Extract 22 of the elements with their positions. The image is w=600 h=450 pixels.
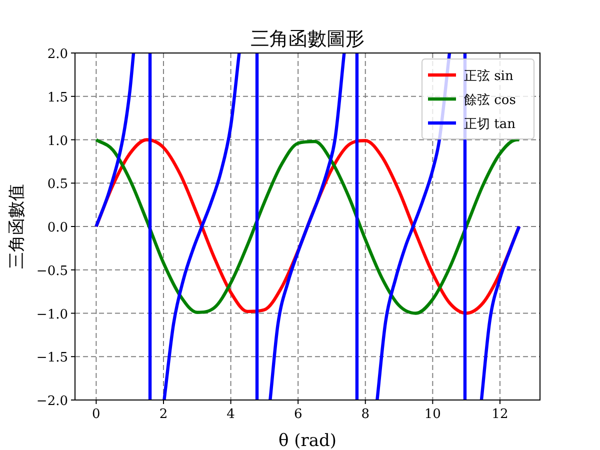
y-tick-label: −1.0 xyxy=(36,307,68,322)
y-tick-label: −0.5 xyxy=(36,264,68,279)
legend-label: 餘弦 cos xyxy=(464,93,516,108)
y-tick-label: −2.0 xyxy=(36,394,68,409)
y-tick-label: 0.5 xyxy=(47,177,68,192)
x-tick-label: 8 xyxy=(361,407,370,422)
chart-title: 三角函數圖形 xyxy=(250,28,364,50)
y-tick-label: −1.5 xyxy=(36,350,68,366)
legend-label: 正切 tan xyxy=(464,117,516,132)
y-tick-label: 1.5 xyxy=(47,90,68,106)
y-tick-label: 1.0 xyxy=(47,134,68,149)
x-tick-label: 4 xyxy=(226,407,235,422)
x-axis-title: θ (rad) xyxy=(278,431,337,450)
x-tick-label: 0 xyxy=(92,407,100,422)
x-tick-label: 6 xyxy=(294,407,302,422)
x-tick-label: 10 xyxy=(424,407,441,422)
y-tick-label: 2.0 xyxy=(47,47,68,62)
x-tick-label: 2 xyxy=(159,407,168,422)
x-tick-label: 12 xyxy=(492,407,508,422)
legend-label: 正弦 sin xyxy=(464,69,514,84)
y-axis-title: 三角函數值 xyxy=(7,184,27,269)
y-tick-label: 0.0 xyxy=(47,220,68,236)
